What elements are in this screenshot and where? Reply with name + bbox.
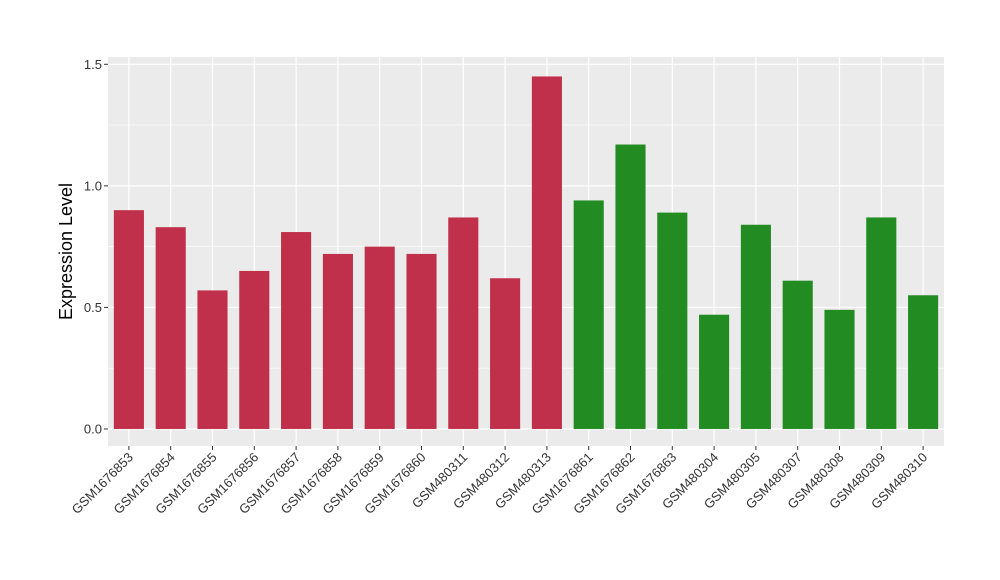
bar-GSM1676859 (364, 246, 395, 429)
bar-GSM1676856 (239, 270, 270, 429)
y-axis-title: Expression Level (56, 183, 76, 320)
bar-GSM480310 (908, 295, 939, 429)
bar-GSM480309 (866, 217, 897, 429)
bar-GSM480312 (490, 278, 521, 429)
y-tick-label: 0.0 (84, 421, 102, 436)
bar-GSM1676861 (573, 200, 604, 429)
bar-GSM480304 (699, 314, 730, 429)
bar-GSM1676863 (657, 212, 688, 429)
y-axis: 0.0 0.5 1.0 1.5 (84, 57, 108, 436)
bar-GSM1676854 (155, 227, 186, 429)
bars (113, 76, 939, 429)
y-tick-label: 1.0 (84, 178, 102, 193)
bar-GSM480305 (740, 224, 771, 429)
bar-GSM480307 (782, 280, 813, 429)
y-tick-label: 0.5 (84, 300, 102, 315)
bar-GSM480311 (448, 217, 479, 429)
bar-GSM1676860 (406, 253, 437, 429)
plot-panel (108, 57, 944, 446)
bar-GSM1676862 (615, 144, 646, 429)
x-axis: GSM1676853GSM1676854GSM1676855GSM1676856… (69, 446, 930, 517)
bar-GSM480308 (824, 309, 855, 429)
bar-GSM1676855 (197, 290, 228, 429)
bar-GSM480313 (531, 76, 562, 429)
y-tick-label: 1.5 (84, 57, 102, 72)
bar-GSM1676853 (113, 210, 144, 429)
bar-GSM1676857 (281, 232, 312, 429)
bar-GSM1676858 (322, 253, 353, 429)
